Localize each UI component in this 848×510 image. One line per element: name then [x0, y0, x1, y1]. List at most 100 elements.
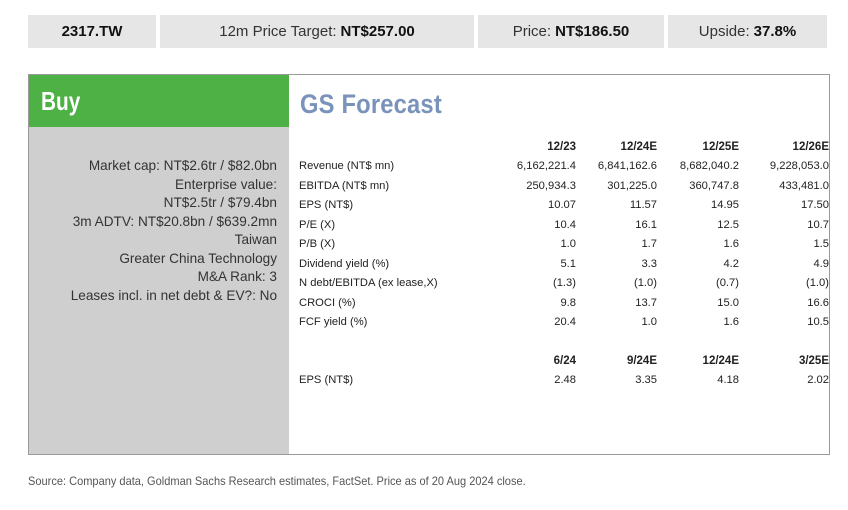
row-label: Revenue (NT$ mn): [299, 160, 395, 173]
row-label: Dividend yield (%): [299, 257, 390, 270]
row-value: 11.57: [629, 199, 657, 212]
row-value: 8,682,040.2: [679, 160, 739, 173]
column-header: 12/23: [547, 140, 576, 153]
row-value: 3.3: [641, 257, 657, 270]
row-value: 1.7: [641, 238, 657, 251]
table-header-row: 6/24 9/24E 12/24E 3/25E: [299, 351, 829, 371]
column-header: 12/26E: [792, 140, 829, 153]
row-value: 1.6: [723, 238, 739, 251]
row-label: N debt/EBITDA (ex lease,X): [299, 277, 438, 290]
table-row: P/E (X) 10.4 16.1 12.5 10.7: [299, 215, 829, 235]
row-value: 301,225.0: [607, 179, 657, 192]
upside-value: 37.8%: [753, 23, 797, 40]
forecast-title: GS Forecast: [300, 89, 461, 120]
key-info-line: Greater China Technology: [119, 250, 277, 266]
column-header: 3/25E: [798, 354, 829, 367]
row-value: 1.0: [641, 316, 657, 329]
row-value: 1.0: [560, 238, 576, 251]
source-text: Source: Company data, Goldman Sachs Rese…: [28, 474, 526, 488]
column-header: 12/24E: [620, 140, 657, 153]
annual-forecast-table: 12/23 12/24E 12/25E 12/26E Revenue (NT$ …: [299, 137, 829, 332]
row-value: 17.50: [801, 199, 829, 212]
column-header: 9/24E: [626, 354, 657, 367]
price-target-value: NT$257.00: [340, 23, 415, 40]
row-value: 9.8: [560, 296, 576, 309]
column-header: 6/24: [553, 354, 576, 367]
row-value: 4.9: [813, 257, 829, 270]
key-info-line: M&A Rank: 3: [197, 269, 277, 284]
upside: Upside: 37.8%: [668, 15, 827, 48]
row-value: (1.0): [633, 277, 657, 290]
header-spacer: [299, 351, 499, 371]
row-label: P/E (X): [299, 218, 336, 231]
row-label: EBITDA (NT$ mn): [299, 179, 390, 192]
table-row: Revenue (NT$ mn) 6,162,221.4 6,841,162.6 8,…: [299, 157, 829, 177]
rating-text: Buy: [41, 86, 81, 116]
row-value: 9,228,053.0: [769, 160, 829, 173]
row-value: 12.5: [717, 218, 739, 231]
row-value: 16.6: [807, 296, 829, 309]
row-value: 360,747.8: [689, 179, 739, 192]
row-value: (1.0): [805, 277, 829, 290]
price-target: 12m Price Target: NT$257.00: [160, 15, 474, 48]
quarterly-forecast-table: 6/24 9/24E 12/24E 3/25E EPS (NT$) 2.48 3.3…: [299, 351, 829, 390]
row-value: 2.02: [807, 374, 829, 387]
key-info-line: Leases incl. in net debt & EV?: No: [70, 287, 277, 303]
column-header: 12/24E: [702, 354, 739, 367]
row-value: 5.1: [560, 257, 576, 270]
current-price: Price: NT$186.50: [478, 15, 664, 48]
row-value: 433,481.0: [779, 179, 829, 192]
table-row: EPS (NT$) 2.48 3.35 4.18 2.02: [299, 371, 829, 391]
key-info-list: Market cap: NT$2.6tr / $82.0bn Enterpris…: [37, 157, 277, 305]
key-info-panel: Buy Market cap: NT$2.6tr / $82.0bn Enter…: [29, 75, 289, 454]
row-value: 10.07: [548, 199, 576, 212]
row-value: 13.7: [635, 296, 657, 309]
key-info-line: Market cap: NT$2.6tr / $82.0bn: [88, 158, 277, 173]
table-row: N debt/EBITDA (ex lease,X) (1.3) (1.0) (0.7…: [299, 274, 829, 294]
key-info-line: NT$2.5tr / $79.4bn: [163, 195, 277, 210]
row-label: P/B (X): [299, 238, 336, 251]
row-label: CROCI (%): [299, 296, 356, 309]
summary-bar: 2317.TW 12m Price Target: NT$257.00 Pric…: [28, 15, 831, 48]
table-header-row: 12/23 12/24E 12/25E 12/26E: [299, 137, 829, 157]
row-value: 10.4: [554, 218, 576, 231]
header-spacer: [299, 137, 499, 157]
key-info-line: Taiwan: [234, 232, 277, 247]
row-value: 10.7: [807, 218, 829, 231]
key-info-line: Enterprise value:: [174, 176, 277, 192]
row-label: EPS (NT$): [299, 374, 354, 387]
price-label: Price:: [512, 23, 552, 40]
table-row: FCF yield (%) 20.4 1.0 1.6 10.5: [299, 313, 829, 333]
column-header: 12/25E: [702, 140, 739, 153]
forecast-title-text: GS Forecast: [300, 89, 442, 119]
row-value: (1.3): [552, 277, 576, 290]
price-value: NT$186.50: [555, 23, 630, 40]
forecast-box: Buy Market cap: NT$2.6tr / $82.0bn Enter…: [28, 74, 830, 455]
row-value: 10.5: [807, 316, 829, 329]
row-value: 4.2: [723, 257, 739, 270]
row-value: 15.0: [717, 296, 739, 309]
key-info-line: 3m ADTV: NT$20.8bn / $639.2mn: [72, 213, 277, 229]
source-note: Source: Company data, Goldman Sachs Rese…: [28, 474, 569, 488]
row-value: 16.1: [635, 218, 657, 231]
table-row: P/B (X) 1.0 1.7 1.6 1.5: [299, 235, 829, 255]
row-value: 20.4: [554, 316, 576, 329]
row-value: 14.95: [711, 199, 739, 212]
upside-label: Upside:: [698, 23, 750, 40]
row-value: 250,934.3: [526, 179, 576, 192]
table-row: EBITDA (NT$ mn) 250,934.3 301,225.0 360,747…: [299, 176, 829, 196]
row-value: 3.35: [635, 374, 657, 387]
row-value: 4.18: [717, 374, 739, 387]
row-label: FCF yield (%): [299, 316, 368, 329]
row-value: 1.5: [813, 238, 829, 251]
price-target-label: 12m Price Target:: [219, 23, 337, 40]
table-row: CROCI (%) 9.8 13.7 15.0 16.6: [299, 293, 829, 313]
row-label: EPS (NT$): [299, 199, 354, 212]
row-value: (0.7): [715, 277, 739, 290]
row-value: 6,162,221.4: [516, 160, 576, 173]
row-value: 6,841,162.6: [597, 160, 657, 173]
row-value: 2.48: [554, 374, 576, 387]
row-value: 1.6: [723, 316, 739, 329]
table-row: Dividend yield (%) 5.1 3.3 4.2 4.9: [299, 254, 829, 274]
ticker: 2317.TW: [28, 15, 156, 48]
